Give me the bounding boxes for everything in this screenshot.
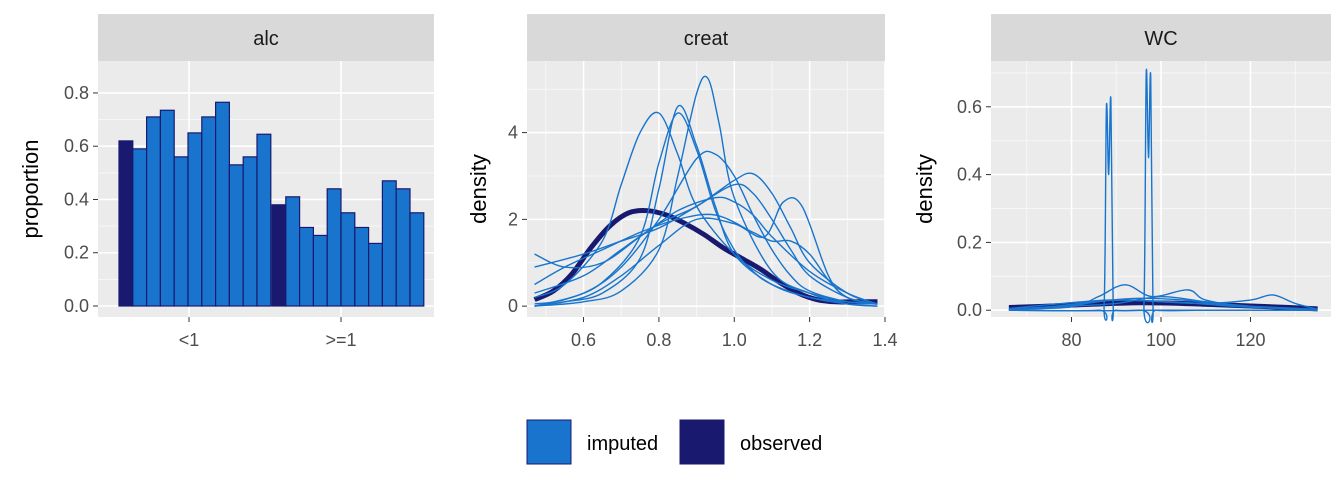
x-tick-label: 1.0 xyxy=(722,330,747,350)
panel-wc: WC 0.0 0.2 0.4 0.6 80 100 120 density xyxy=(912,14,1331,350)
density-line-imputed xyxy=(534,104,878,307)
y-tick-label: 4 xyxy=(508,123,518,143)
density-line-imputed xyxy=(534,196,878,307)
density-line-imputed xyxy=(534,172,878,305)
y-ticks-wc: 0.0 0.2 0.4 0.6 xyxy=(957,97,991,320)
bar-imputed xyxy=(242,156,258,307)
bar-imputed xyxy=(159,109,175,307)
bar-imputed xyxy=(187,132,203,307)
density-line-imputed xyxy=(534,111,878,305)
strip-alc-label: alc xyxy=(253,28,279,50)
plot-area-creat xyxy=(527,61,885,317)
legend-label-imputed: imputed xyxy=(587,433,658,455)
legend-label-observed: observed xyxy=(740,433,822,455)
density-line-imputed xyxy=(534,196,878,305)
bar-imputed xyxy=(299,226,315,307)
y-tick-label: 0.2 xyxy=(64,243,89,263)
bar-imputed xyxy=(368,242,384,307)
density-line-imputed xyxy=(1008,294,1318,311)
density-lines-creat xyxy=(533,75,878,307)
x-ticks-alc: <1 >=1 xyxy=(179,317,357,350)
y-tick-label: 0.6 xyxy=(957,97,982,117)
bar-imputed xyxy=(201,116,217,307)
x-tick-label: 100 xyxy=(1146,330,1176,350)
bar-imputed xyxy=(146,116,162,307)
density-lines-wc xyxy=(1008,68,1318,324)
density-line-imputed xyxy=(534,150,878,307)
legend-swatch-observed xyxy=(679,419,725,465)
x-tick-label: <1 xyxy=(179,330,200,350)
bar-imputed xyxy=(340,212,356,307)
bar-imputed xyxy=(354,226,370,307)
bar-observed xyxy=(271,204,287,307)
y-tick-label: 0.0 xyxy=(64,296,89,316)
y-ticks-creat: 0 2 4 xyxy=(508,123,527,316)
y-ticks-alc: 0.0 0.2 0.4 0.6 0.8 xyxy=(64,83,98,316)
bar-imputed xyxy=(256,133,272,307)
density-line-imputed xyxy=(1008,295,1318,310)
x-tick-label: 0.6 xyxy=(571,330,596,350)
bar-imputed xyxy=(173,156,189,307)
legend-swatch-imputed xyxy=(526,419,572,465)
y-tick-label: 0.4 xyxy=(64,189,89,209)
y-axis-title-alc: proportion xyxy=(18,139,43,238)
bar-imputed xyxy=(326,188,342,307)
y-axis-title-creat: density xyxy=(466,154,491,224)
y-tick-label: 0.2 xyxy=(957,232,982,252)
bar-imputed xyxy=(285,196,301,307)
strip-wc-label: WC xyxy=(1144,28,1177,50)
strip-alc-background xyxy=(98,14,434,61)
strip-creat-label: creat xyxy=(684,28,729,50)
bar-imputed xyxy=(381,180,397,307)
strip-wc-background xyxy=(991,14,1331,61)
x-tick-label: 120 xyxy=(1235,330,1265,350)
density-line-imputed xyxy=(1008,68,1318,324)
x-tick-label: >=1 xyxy=(325,330,356,350)
bar-imputed xyxy=(395,188,411,307)
y-tick-label: 0.4 xyxy=(957,165,982,185)
grid-wc xyxy=(991,61,1331,317)
y-tick-label: 0.8 xyxy=(64,83,89,103)
bar-observed xyxy=(118,140,134,307)
x-tick-label: 1.2 xyxy=(797,330,822,350)
bar-imputed xyxy=(312,234,328,307)
density-line-imputed xyxy=(534,213,878,305)
strip-creat-background xyxy=(527,14,885,61)
bar-imputed xyxy=(409,212,425,307)
bar-imputed xyxy=(215,101,231,307)
density-line-imputed xyxy=(1008,299,1318,311)
x-ticks-creat: 0.6 0.8 1.0 1.2 1.4 xyxy=(571,317,898,350)
x-tick-label: 80 xyxy=(1062,330,1082,350)
y-tick-label: 0.6 xyxy=(64,136,89,156)
x-ticks-wc: 80 100 120 xyxy=(1062,317,1265,350)
panel-creat: creat 0 2 4 0.6 0.8 1.0 1.2 1.4 density xyxy=(466,14,898,350)
y-tick-label: 0 xyxy=(508,296,518,316)
y-axis-title-wc: density xyxy=(912,154,937,224)
x-tick-label: 1.4 xyxy=(872,330,897,350)
bar-imputed xyxy=(132,148,148,307)
x-tick-label: 0.8 xyxy=(646,330,671,350)
density-line-imputed xyxy=(534,183,878,305)
bar-imputed xyxy=(228,164,244,307)
bars-alc xyxy=(118,101,425,307)
y-tick-label: 0.0 xyxy=(957,300,982,320)
panel-alc: alc 0.0 0.2 0.4 0.6 0.8 <1 >=1 proportion xyxy=(18,14,434,350)
y-tick-label: 2 xyxy=(508,209,518,229)
legend: imputed observed xyxy=(526,419,822,465)
